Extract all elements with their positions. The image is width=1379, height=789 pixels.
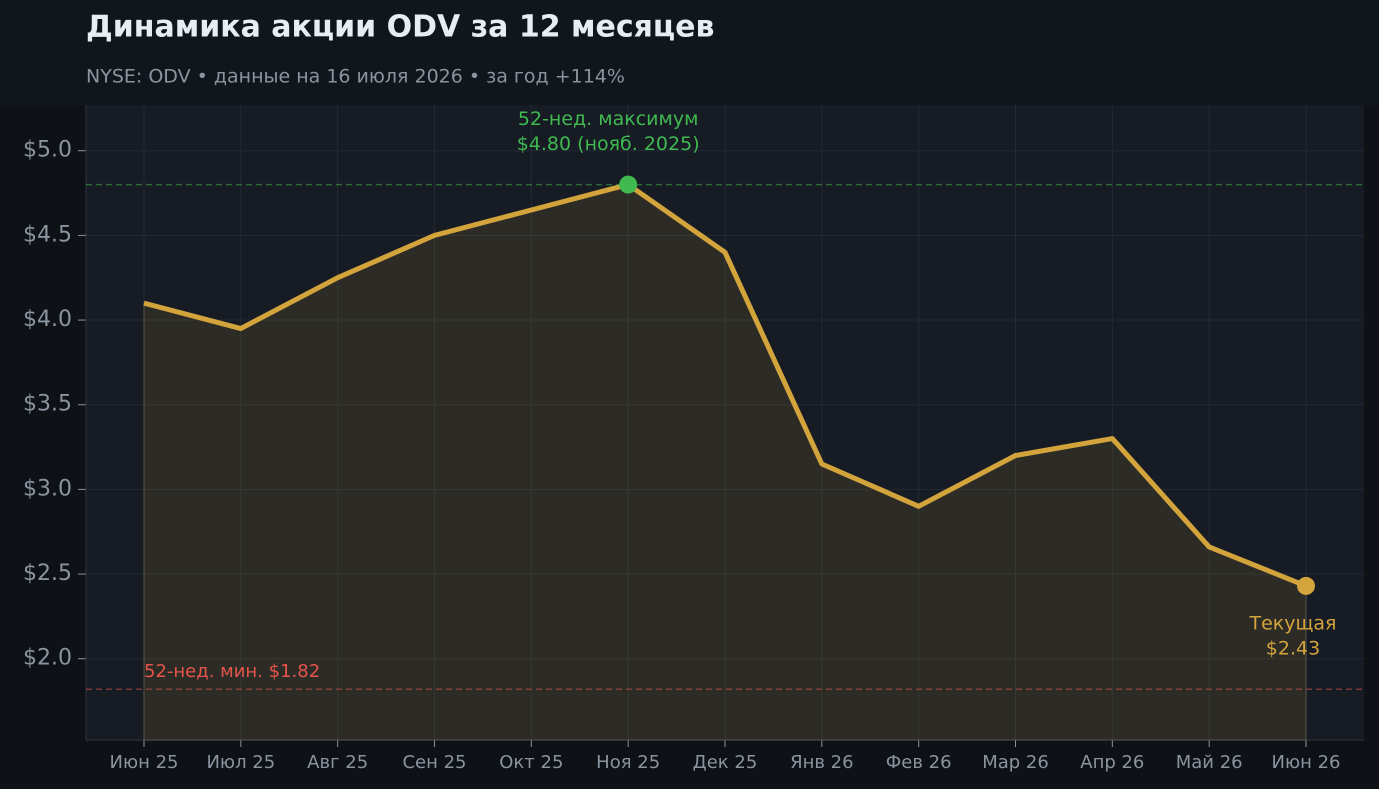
- annotation: $4.80 (нояб. 2025): [517, 133, 700, 155]
- chart-subtitle: NYSE: ODV • данные на 16 июля 2026 • за …: [86, 66, 625, 88]
- annotation: 52-нед. мин. $1.82: [144, 661, 320, 682]
- annotation: Текущая: [1249, 612, 1337, 634]
- x-tick-label: Ноя 25: [596, 752, 660, 773]
- x-tick-label: Май 26: [1176, 752, 1243, 773]
- x-tick-label: Июн 25: [109, 752, 178, 773]
- chart-title: Динамика акции ODV за 12 месяцев: [86, 10, 715, 45]
- y-tick-label: $2.5: [23, 561, 72, 586]
- max-marker: [619, 175, 638, 194]
- x-tick-label: Авг 25: [307, 752, 368, 773]
- y-tick-label: $5.0: [23, 138, 72, 163]
- x-tick-label: Дек 25: [693, 752, 758, 773]
- y-tick-label: $3.5: [23, 392, 72, 417]
- x-tick-label: Июн 26: [1271, 752, 1340, 773]
- y-tick-label: $4.0: [23, 307, 72, 332]
- header-band: [0, 0, 1379, 105]
- annotation: $2.43: [1266, 637, 1320, 659]
- y-tick-label: $4.5: [23, 222, 72, 247]
- x-tick-label: Окт 25: [499, 752, 563, 773]
- annotation: 52-нед. максимум: [518, 108, 699, 130]
- y-tick-label: $2.0: [23, 646, 72, 671]
- x-tick-label: Янв 26: [790, 752, 854, 773]
- x-tick-label: Фев 26: [886, 752, 952, 773]
- line: [143, 182, 1307, 589]
- x-tick-label: Апр 26: [1080, 752, 1144, 773]
- current-marker: [1297, 576, 1315, 595]
- x-tick-label: Июл 25: [206, 752, 275, 773]
- x-tick-label: Мар 26: [982, 752, 1049, 773]
- y-tick-label: $3.0: [23, 476, 72, 501]
- x-tick-label: Сен 25: [402, 752, 466, 773]
